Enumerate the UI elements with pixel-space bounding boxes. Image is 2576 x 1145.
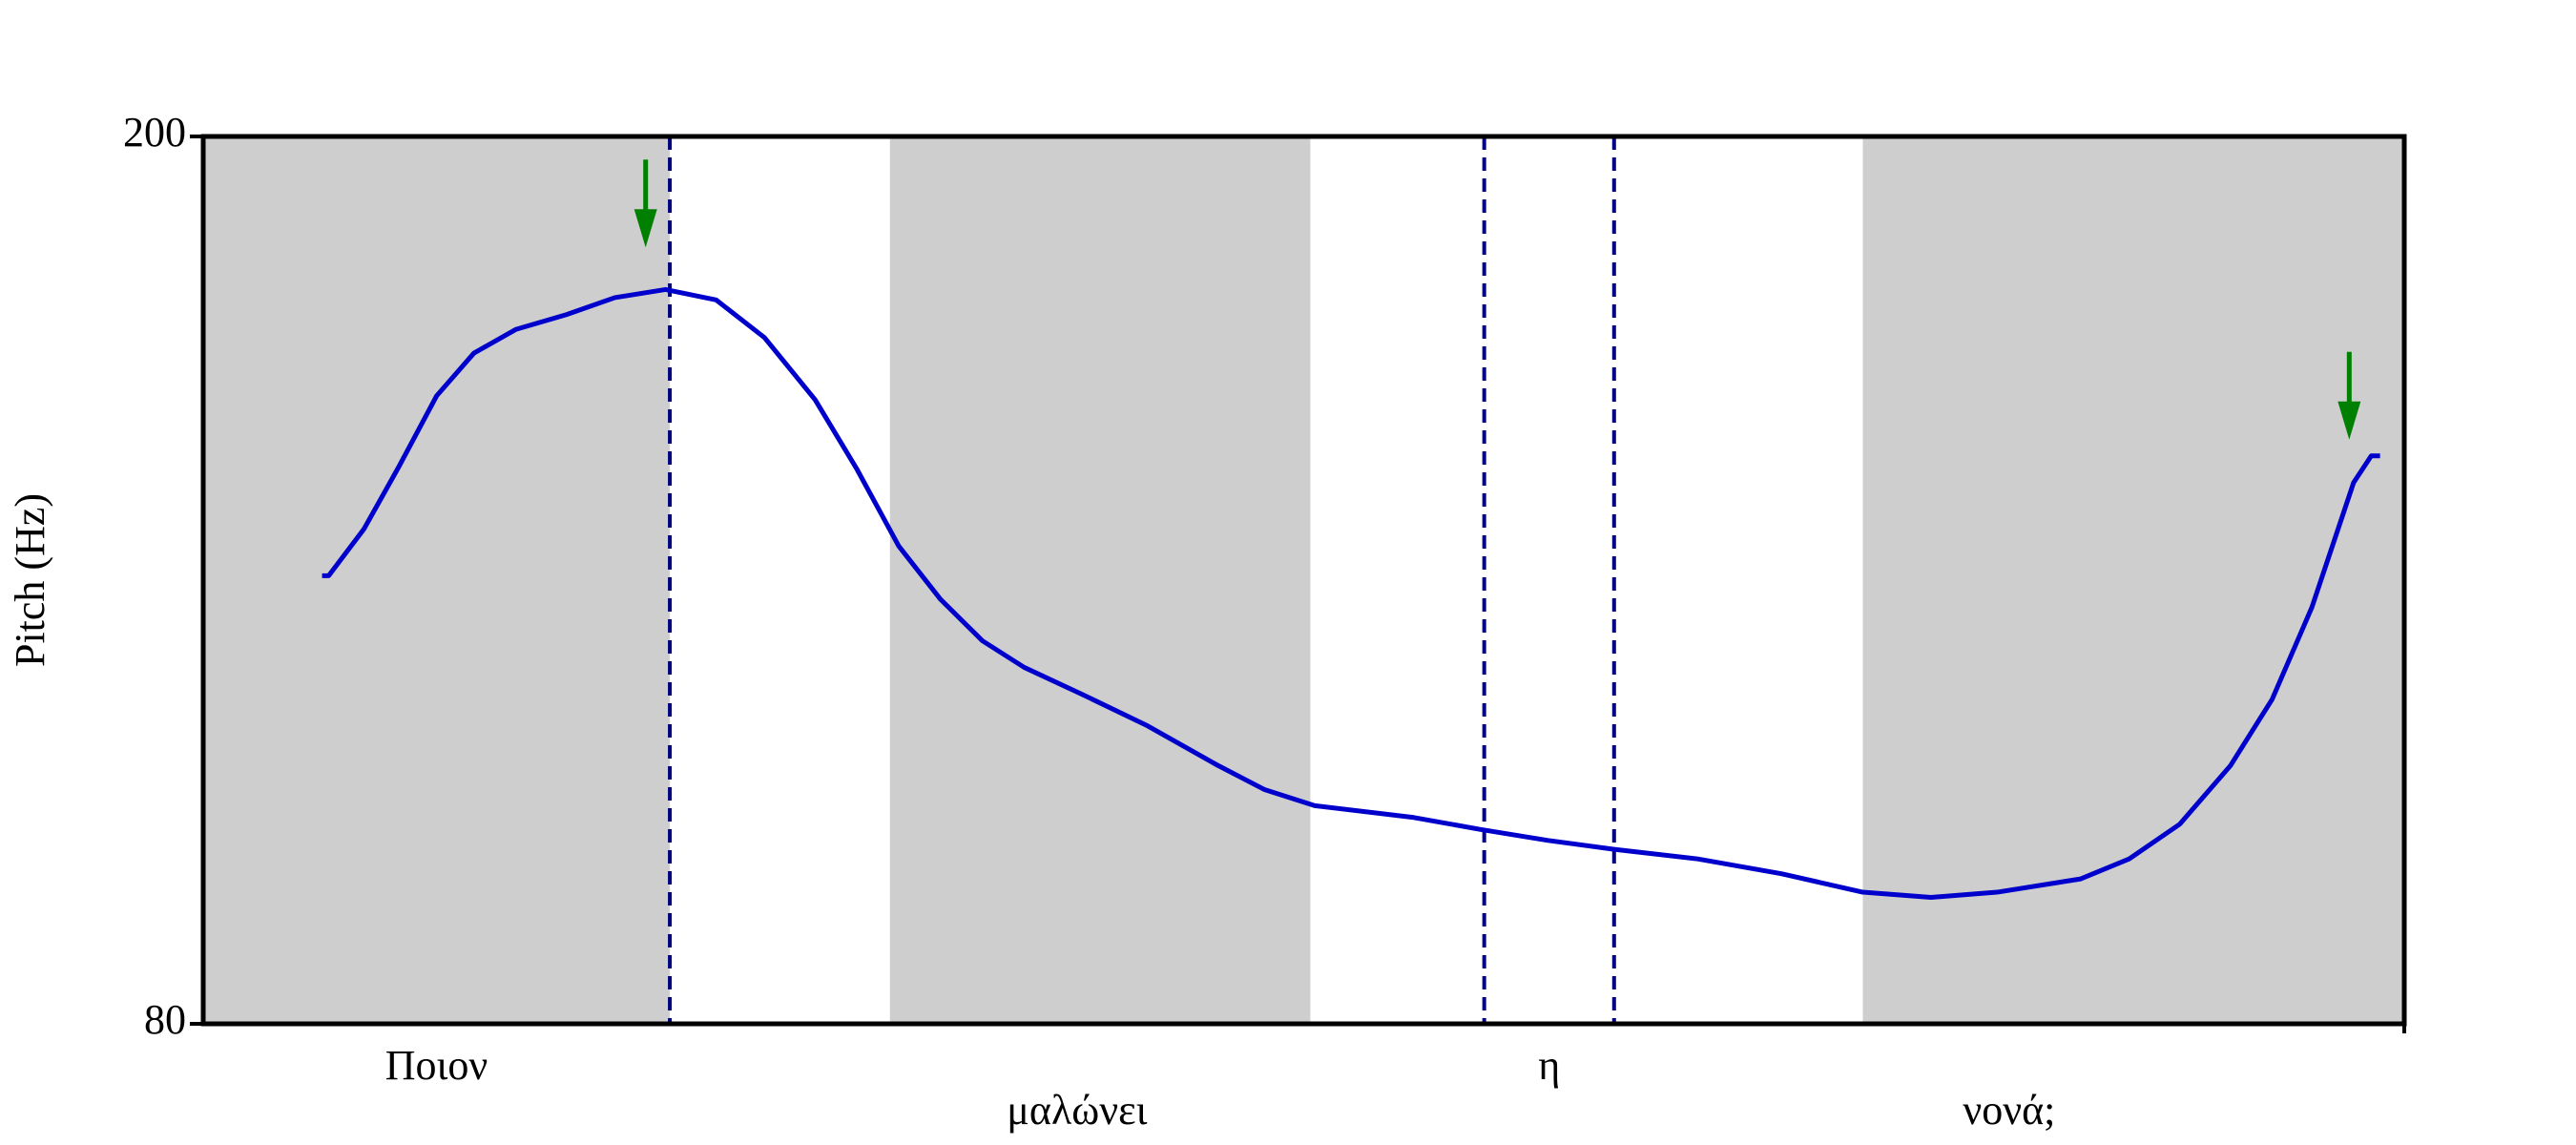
arrow-marker [634,159,657,248]
shaded-interval [889,136,1311,1024]
word-label: η [1538,1042,1560,1089]
arrow-marker [2337,351,2361,440]
arrow-head [2337,401,2361,440]
pitch-contour [322,286,2380,900]
y-tick-label: 80 [144,996,186,1043]
foreground-layer: Ποιον μαλώνει η νονά; 80 200 [123,109,2407,1134]
word-label: νονά; [1963,1087,2055,1134]
arrow-head [634,209,657,248]
shaded-interval [203,136,671,1024]
plot-frame [200,134,2407,1027]
y-axis-label: Pitch (Hz) [7,493,53,667]
background-layer [203,136,2404,1024]
word-label: μαλώνει [1007,1087,1147,1134]
y-tick-label: 200 [123,109,186,156]
shaded-interval [1862,136,2404,1024]
word-label: Ποιον [385,1042,488,1089]
